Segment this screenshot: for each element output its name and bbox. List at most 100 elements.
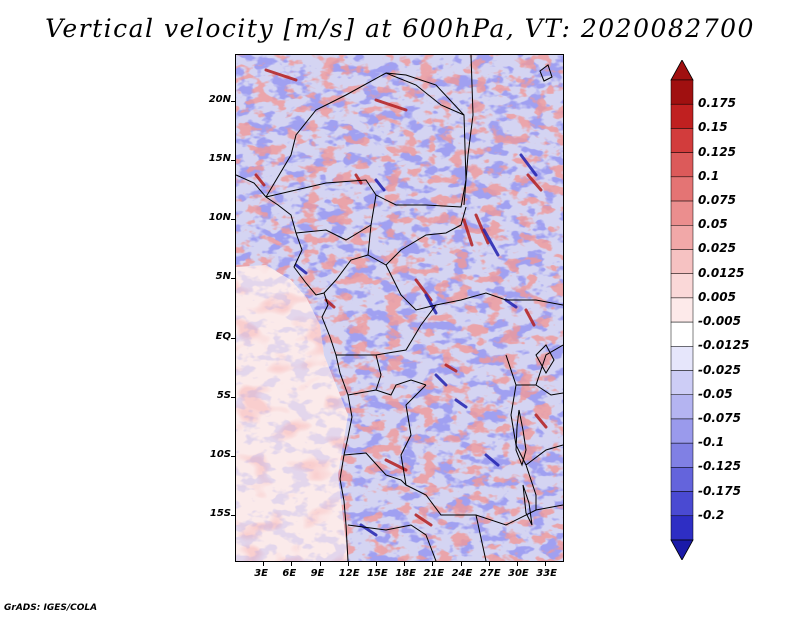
colorbar-swatch <box>670 249 694 274</box>
colorbar-level-label: 0.025 <box>698 241 736 256</box>
lat-tick-mark <box>231 219 235 221</box>
lon-tick-mark <box>488 562 490 566</box>
colorbar-swatch <box>670 467 694 492</box>
lon-tick-mark <box>460 562 462 566</box>
lat-tick-mark <box>231 160 235 162</box>
colorbar-swatch <box>670 394 694 420</box>
colorbar-swatch <box>670 418 694 444</box>
lat-tick-mark <box>231 455 235 457</box>
lon-tick-label: 33E <box>536 568 557 579</box>
chart-title: Vertical velocity [m/s] at 600hPa, VT: 2… <box>45 14 755 43</box>
lat-tick-label: 10N <box>208 212 231 224</box>
downdraft-streak <box>454 398 468 409</box>
lon-tick-label: 15E <box>367 568 388 579</box>
lon-tick-label: 3E <box>254 568 268 579</box>
colorbar-swatch <box>670 321 694 347</box>
colorbar-level-label: -0.175 <box>698 483 741 498</box>
downdraft-streak <box>519 153 538 177</box>
lon-tick-mark <box>263 562 265 566</box>
downdraft-streak <box>504 298 518 309</box>
colorbar-swatch <box>670 346 694 371</box>
map-panel <box>235 54 564 562</box>
updraft-streak <box>374 98 408 112</box>
colorbar-swatch <box>670 225 694 250</box>
colorbar-swatch <box>670 273 694 299</box>
footer-credit: GrADS: IGES/COLA <box>4 603 98 613</box>
colorbar-level-label: 0.0125 <box>698 265 745 280</box>
updraft-streak <box>444 363 458 373</box>
downdraft-streak <box>294 263 308 275</box>
lon-tick-mark <box>347 562 349 566</box>
colorbar-swatch <box>670 297 694 323</box>
lon-tick-label: 12E <box>338 568 360 579</box>
lon-tick-label: 6E <box>282 568 297 579</box>
lat-tick-label: 5N <box>215 271 231 283</box>
downdraft-streak <box>482 228 500 257</box>
colorbar-level-label: -0.125 <box>698 459 741 474</box>
lon-tick-mark <box>432 562 434 566</box>
colorbar-level-label: 0.125 <box>698 144 736 159</box>
lat-tick-mark <box>231 396 235 398</box>
updraft-streak <box>474 213 490 245</box>
lakes <box>515 64 555 526</box>
lon-tick-mark <box>545 562 547 566</box>
colorbar-level-label: -0.075 <box>698 410 741 425</box>
updraft-streak <box>264 68 298 82</box>
colorbar-level-label: -0.0125 <box>698 338 750 353</box>
lon-tick-mark <box>291 562 293 566</box>
lat-tick-mark <box>231 278 235 280</box>
lat-tick-label: 10S <box>209 448 231 460</box>
colorbar-level-label: 0.15 <box>698 120 728 135</box>
vertical-velocity-field <box>236 55 563 561</box>
colorbar-swatch <box>670 200 694 226</box>
lat-tick-label: 5S <box>216 389 231 401</box>
lat-tick-label: 15S <box>209 507 231 519</box>
lat-tick-mark <box>231 514 235 516</box>
downdraft-streak <box>374 178 386 192</box>
colorbar-swatch <box>670 176 694 202</box>
colorbar-level-label: 0.005 <box>698 289 736 304</box>
colorbar-level-label: -0.1 <box>698 435 725 450</box>
colorbar-level-label: -0.2 <box>698 507 725 522</box>
colorbar-swatch <box>670 128 694 153</box>
updraft-streak <box>384 458 408 472</box>
updraft-streak <box>324 298 336 309</box>
convective-cells <box>254 68 548 537</box>
lon-tick-mark <box>376 562 377 566</box>
colorbar-top-arrow <box>670 60 694 81</box>
colorbar-level-label: 0.075 <box>698 193 736 208</box>
downdraft-streak <box>484 453 500 467</box>
lon-tick-label: 27E <box>479 568 501 579</box>
colorbar-swatch <box>670 79 694 105</box>
updraft-streak <box>534 413 548 429</box>
colorbar-level-label: -0.005 <box>698 314 741 329</box>
colorbar-swatch <box>670 152 694 178</box>
colorbar-swatch <box>670 515 694 541</box>
lat-tick-label: 15N <box>208 153 231 165</box>
colorbar-level-label: -0.05 <box>698 386 733 401</box>
updraft-streak <box>414 513 433 527</box>
colorbar-level-label: 0.05 <box>698 217 728 232</box>
colorbar-level-label: 0.175 <box>698 96 736 111</box>
updraft-streak <box>524 308 536 327</box>
lon-tick-label: 21E <box>423 568 445 579</box>
updraft-streak <box>354 173 363 185</box>
colorbar-swatch <box>670 370 694 395</box>
colorbar-swatch <box>670 442 694 468</box>
lat-tick-mark <box>231 101 235 103</box>
updraft-streak <box>462 218 474 247</box>
colorbar-bottom-arrow <box>670 539 694 560</box>
lon-tick-mark <box>319 562 321 566</box>
lon-tick-label: 24E <box>451 568 473 579</box>
lon-tick-mark <box>517 562 518 566</box>
lon-tick-label: 30E <box>508 568 529 579</box>
downdraft-streak <box>434 373 448 387</box>
lat-tick-mark <box>231 337 235 339</box>
colorbar-level-label: -0.025 <box>698 362 741 377</box>
updraft-streak <box>254 173 266 187</box>
colorbar-swatch <box>670 491 694 517</box>
lon-tick-label: 18E <box>395 568 416 579</box>
downdraft-streak <box>424 293 438 315</box>
lat-tick-label: EQ <box>215 330 231 342</box>
colorbar <box>670 60 694 560</box>
